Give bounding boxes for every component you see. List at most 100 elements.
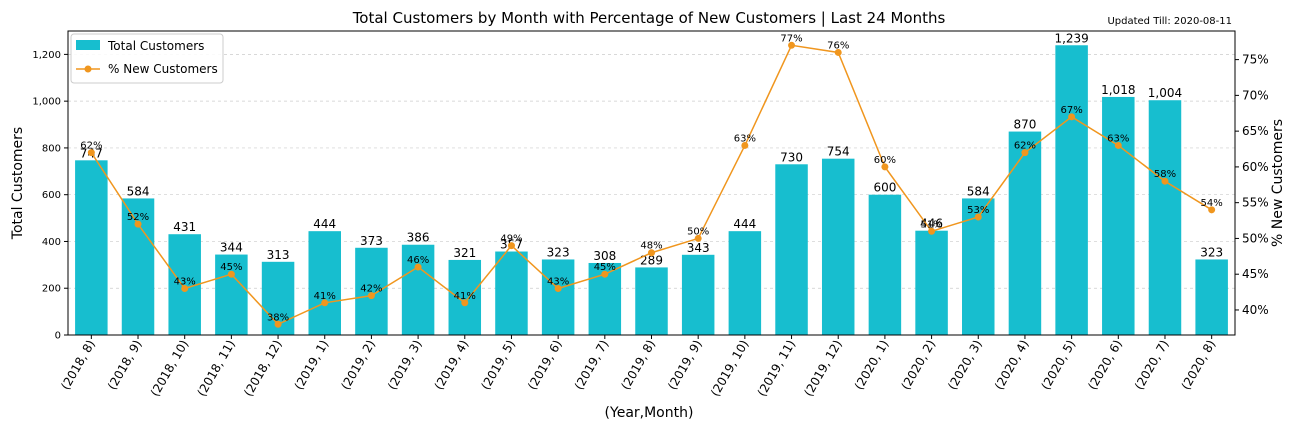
pct-point [788,41,796,49]
x-tick-label: (2019, 10) [708,338,752,399]
pct-point [274,320,282,328]
x-tick-label: (2020, 6) [1085,338,1125,393]
legend-total-customers: Total Customers [107,39,204,53]
x-axis-label: (Year,Month) [605,405,694,421]
bar [75,160,108,335]
y-right-tick-label: 60% [1242,160,1269,174]
bar-label: 373 [360,234,383,248]
x-tick-label: (2019, 1) [292,338,332,393]
pct-label: 63% [1107,133,1129,144]
pct-point [1161,177,1169,185]
pct-point [648,249,655,257]
pct-point [741,141,749,149]
x-tick-label: (2020, 7) [1132,338,1172,393]
pct-point [1068,113,1076,121]
pct-label: 42% [360,284,382,295]
bar [308,231,341,335]
bar [962,198,995,335]
bar-label: 321 [453,246,476,260]
legend-line-marker [84,65,92,73]
legend-box [70,33,224,84]
bar [541,259,575,335]
x-tick-label: (2019, 2) [338,338,378,393]
bar-label: 1,018 [1101,83,1135,97]
chart-title: Total Customers by Month with Percentage… [352,9,946,27]
bar [355,247,388,335]
y-right-tick-label: 65% [1242,124,1269,138]
bar-label: 444 [733,217,756,231]
pct-point [1021,149,1029,157]
pct-label: 67% [1061,105,1083,116]
bar-label: 323 [547,245,570,259]
pct-label: 77% [780,33,802,44]
bar-label: 584 [127,184,150,198]
x-tick-label: (2020, 5) [1039,338,1079,393]
pct-label: 38% [267,312,289,323]
bar [1055,45,1088,335]
pct-label: 52% [127,212,149,223]
pct-point [414,263,422,271]
x-tick-label: (2019, 8) [618,338,658,393]
pct-label: 62% [80,141,102,152]
x-tick-label: (2018, 11) [194,338,238,399]
x-tick-label: (2019, 7) [572,338,612,393]
y-tick-label: 1,200 [32,50,61,61]
pct-point [881,163,889,171]
bar [1102,96,1135,336]
pct-point [694,234,702,242]
bar [215,254,248,335]
bar-label: 584 [967,184,990,198]
pct-label: 46% [407,255,429,266]
pct-label: 51% [920,219,942,230]
bar-label: 730 [780,150,803,164]
x-tick-label: (2019, 11) [755,338,799,399]
y-right-tick-label: 40% [1242,303,1269,317]
pct-label: 49% [500,234,522,245]
x-tick-label: (2018, 10) [148,338,192,399]
pct-label: 50% [687,226,709,237]
pct-label: 45% [220,262,242,273]
bar [495,251,528,335]
pct-label: 41% [454,291,476,302]
bar-label: 446 [920,217,943,231]
y-tick-label: 1,000 [32,97,61,108]
bar-label: 313 [267,248,290,262]
pct-label: 60% [874,155,896,166]
pct-point [1114,141,1122,149]
bar [915,230,948,335]
pct-label: 43% [547,277,569,288]
x-tick-label: (2020, 1) [852,338,892,393]
pct-point [554,285,562,293]
bar [1195,259,1228,335]
pct-point [1208,206,1216,214]
x-tick-label: (2020, 8) [1179,338,1219,393]
pct-label: 58% [1154,169,1176,180]
x-tick-label: (2019, 4) [432,338,472,393]
y-right-tick-label: 50% [1242,231,1269,245]
x-tick-label: (2018, 12) [241,338,285,399]
bars [75,45,1228,336]
pct-point [227,270,235,278]
pct-point [134,220,142,228]
y-tick-label: 200 [42,284,61,295]
bar [448,259,482,335]
pct-point [461,299,469,307]
pct-point [321,299,329,307]
y-right-tick-label: 70% [1242,88,1269,102]
bar-label: 386 [407,231,430,245]
pct-label: 43% [174,277,196,288]
y-axis-right-label: % New Customers [1270,119,1286,247]
bar [635,267,668,335]
bar [728,231,762,335]
y-right-tick-label: 45% [1242,267,1269,281]
bar-label: 308 [593,249,616,263]
bar-label: 444 [313,217,336,231]
pct-point [601,270,609,278]
bar-label: 343 [687,241,710,255]
pct-point [181,285,189,293]
pct-label: 45% [594,262,616,273]
x-tick-label: (2019, 6) [525,338,565,393]
bar [1148,100,1182,335]
legend: Total Customers % New Customers [70,33,224,84]
bar-label: 754 [827,145,850,159]
